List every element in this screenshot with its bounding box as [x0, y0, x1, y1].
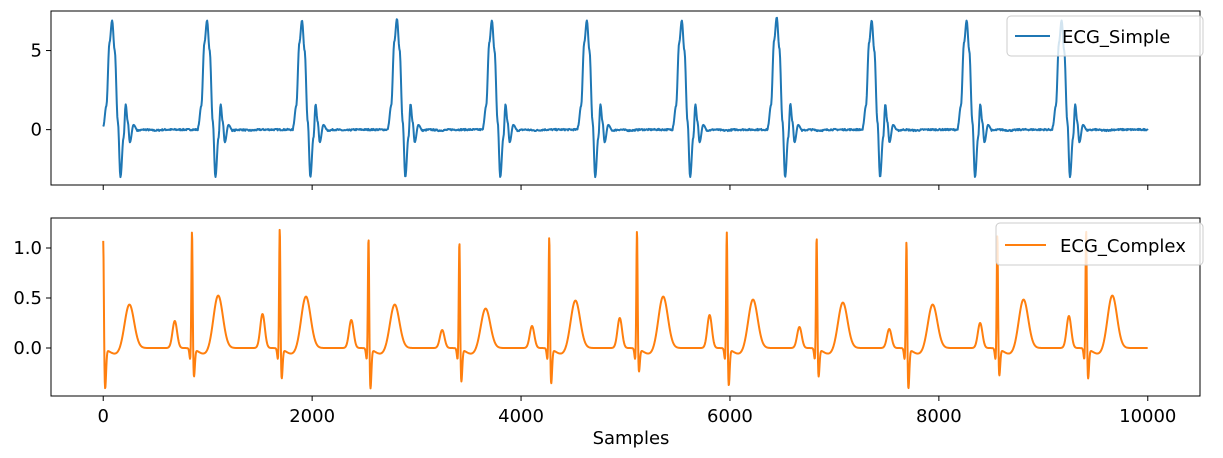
bottom-y-tick-label: 0.0: [13, 338, 42, 359]
legend-ecg-simple: ECG_Simple: [1062, 27, 1170, 48]
bottom-x-tick-label: 8000: [916, 406, 962, 427]
bottom-subplot: 0 2000 4000 6000 8000 10000 0.0 0.5 1.0 ECG_Com…: [13, 217, 1204, 449]
x-axis-label: Samples: [593, 428, 670, 449]
top-legend: ECG_Simple: [1006, 15, 1204, 57]
bottom-y-axis: 0.0 0.5 1.0: [13, 238, 51, 359]
ecg-simple-series-line: [102, 16, 1149, 179]
bottom-legend-box: [995, 222, 1204, 266]
top-legend-box: [1006, 15, 1204, 57]
bottom-x-tick-label: 4000: [498, 406, 544, 427]
top-y-tick-label: 5: [31, 41, 42, 62]
top-subplot: 05 ECG_Simple: [31, 10, 1204, 190]
bottom-y-tick-label: 1.0: [13, 238, 42, 259]
top-plot-frame: [50, 10, 1201, 186]
bottom-x-tick-label: 2000: [289, 406, 335, 427]
bottom-x-axis: 0 2000 4000 6000 8000 10000: [98, 396, 1176, 427]
top-y-tick-label: 0: [31, 120, 42, 141]
legend-ecg-complex: ECG_Complex: [1060, 236, 1186, 257]
ecg-complex-series-line: [102, 228, 1149, 390]
bottom-y-tick-label: 0.5: [13, 288, 42, 309]
top-x-axis: [102, 185, 1149, 190]
bottom-plot-frame: [50, 217, 1201, 397]
bottom-x-tick-label: 6000: [707, 406, 753, 427]
bottom-x-tick-label: 0: [98, 406, 109, 427]
bottom-legend: ECG_Complex: [995, 222, 1204, 266]
bottom-x-tick-label: 10000: [1119, 406, 1176, 427]
top-y-axis: 05: [31, 41, 51, 141]
